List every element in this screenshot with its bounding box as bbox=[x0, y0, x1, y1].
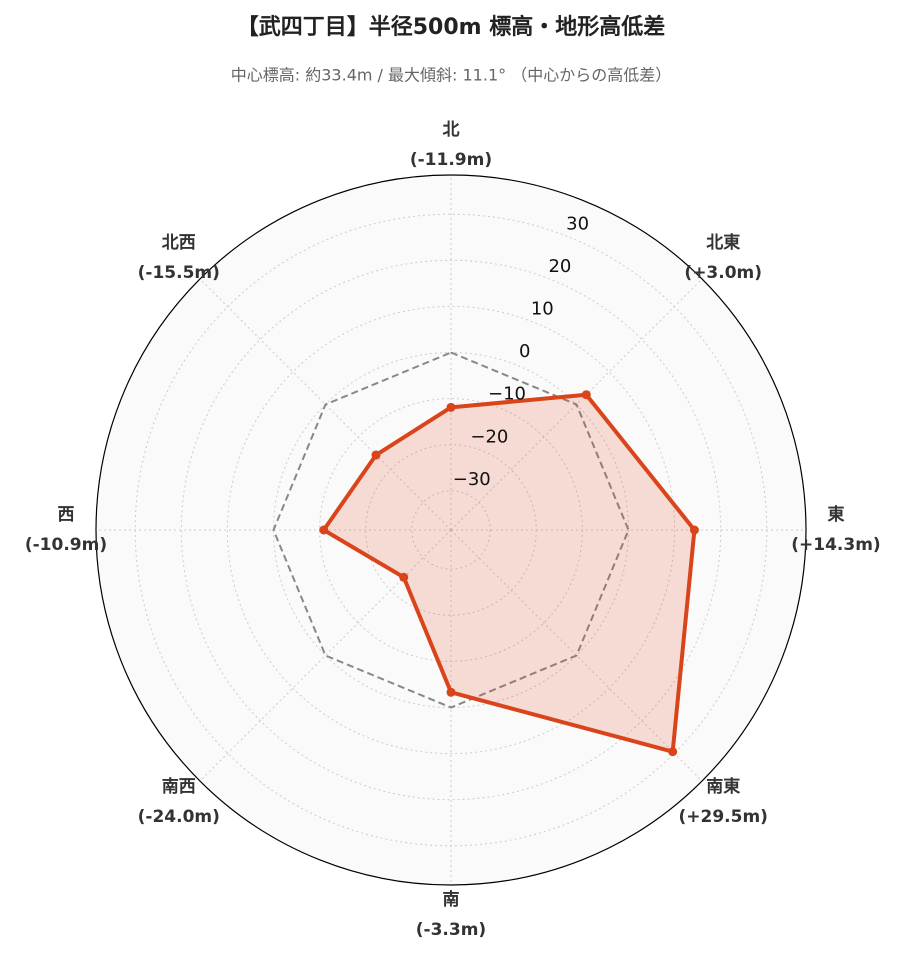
category-label: 南 bbox=[443, 889, 460, 910]
category-label: 北西 bbox=[162, 233, 196, 253]
data-point bbox=[319, 525, 329, 535]
value-label: (-15.5m) bbox=[138, 263, 220, 283]
r-tick-label: −10 bbox=[488, 384, 526, 405]
data-point bbox=[446, 687, 456, 697]
category-label: 東 bbox=[828, 504, 845, 525]
chart-title: 【武四丁目】半径500m 標高・地形高低差 bbox=[237, 14, 666, 40]
spoke bbox=[199, 529, 452, 782]
data-point bbox=[689, 525, 699, 535]
category-label: 南東 bbox=[706, 776, 740, 797]
chart-subtitle: 中心標高: 約33.4m / 最大傾斜: 11.1° （中心からの高低差） bbox=[231, 66, 671, 85]
value-label: (-24.0m) bbox=[138, 807, 220, 827]
category-label: 南西 bbox=[162, 776, 196, 797]
r-tick-label: −30 bbox=[453, 469, 491, 490]
data-point bbox=[581, 390, 591, 400]
data-point bbox=[668, 747, 678, 757]
data-point bbox=[399, 572, 409, 582]
grid-circle bbox=[411, 490, 491, 570]
category-label: 北東 bbox=[706, 232, 740, 253]
grid-circle bbox=[180, 259, 722, 801]
value-label: (-3.3m) bbox=[416, 920, 486, 940]
r-tick-label: 0 bbox=[519, 341, 530, 362]
r-tick-label: 20 bbox=[548, 256, 571, 277]
r-tick-label: 10 bbox=[531, 299, 554, 320]
spoke bbox=[199, 278, 452, 531]
reference-line bbox=[272, 351, 630, 709]
plot-border bbox=[95, 174, 807, 886]
data-point bbox=[371, 450, 381, 460]
r-tick-label: 30 bbox=[566, 213, 589, 234]
category-label: 北 bbox=[443, 120, 460, 140]
value-label: (-10.9m) bbox=[25, 535, 107, 555]
spoke bbox=[450, 529, 703, 782]
category-label: 西 bbox=[58, 505, 75, 525]
grid-circle bbox=[226, 305, 676, 755]
spoke bbox=[450, 278, 703, 531]
value-label: (+29.5m) bbox=[679, 807, 768, 827]
value-label: (-11.9m) bbox=[410, 150, 492, 170]
r-tick-label: −20 bbox=[470, 426, 508, 447]
data-point bbox=[446, 402, 456, 412]
value-label: (+14.3m) bbox=[791, 535, 880, 555]
value-label: (+3.0m) bbox=[684, 263, 762, 283]
